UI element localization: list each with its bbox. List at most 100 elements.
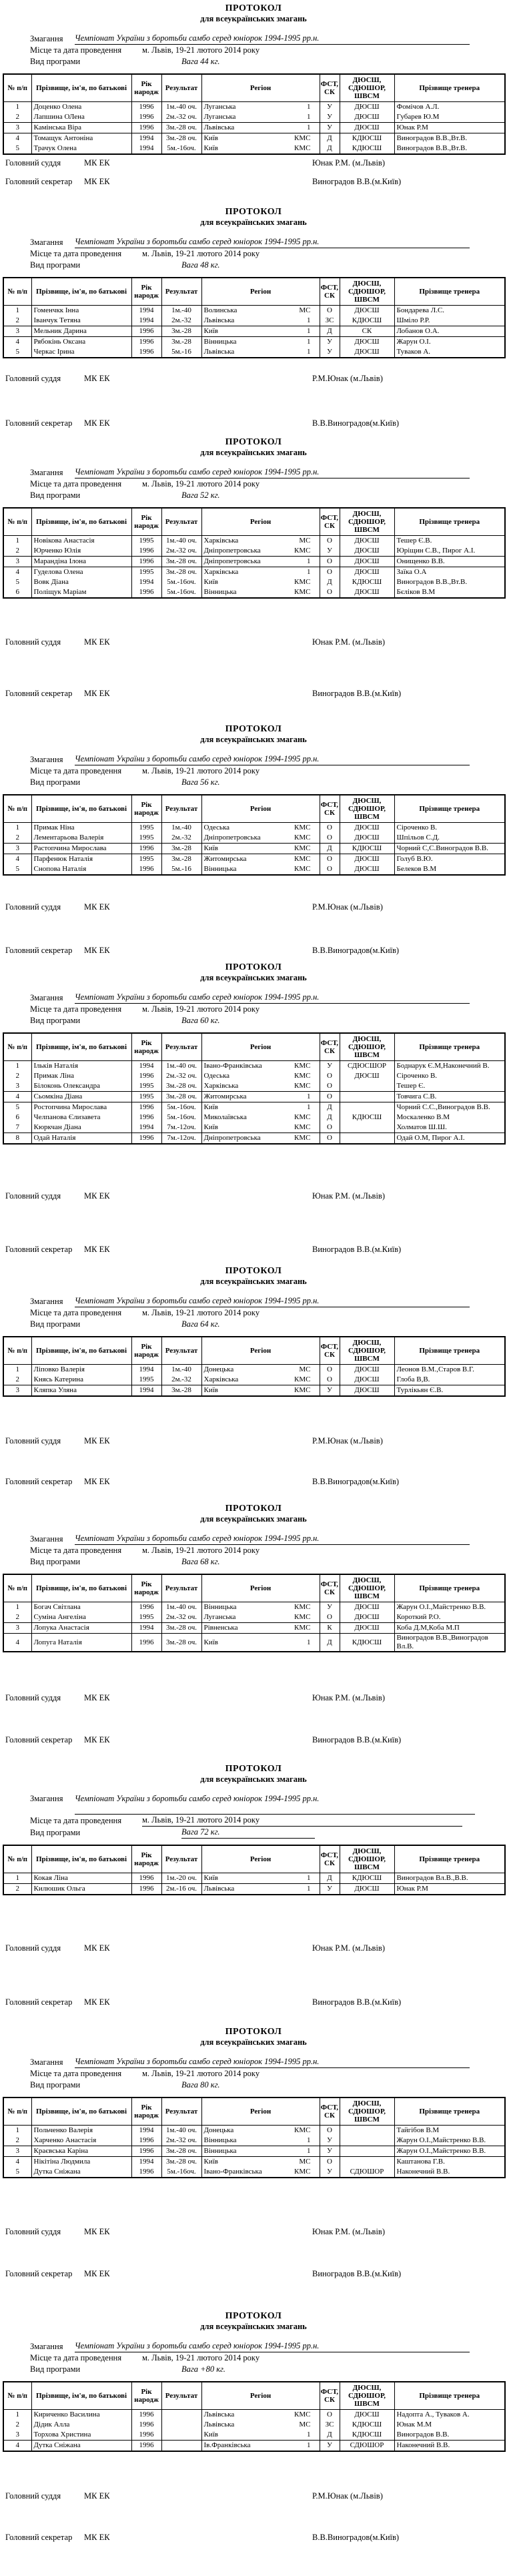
school-cell: ДЮСШ bbox=[339, 546, 395, 557]
birth-year-cell: 1996 bbox=[131, 1133, 162, 1144]
rank-value: 1 bbox=[307, 338, 311, 346]
col-birth-year: Рік народж bbox=[131, 1032, 162, 1061]
region-name: Одеська bbox=[203, 824, 230, 832]
region-name: Харківська bbox=[203, 537, 239, 545]
fst-cell: О bbox=[319, 1364, 340, 1375]
region-cell: Харківська КМС bbox=[201, 1375, 320, 1385]
commission-label: МК ЕК bbox=[84, 2269, 110, 2278]
birth-year-cell: 1994 bbox=[131, 2156, 162, 2167]
col-athlete-name: Прізвище, ім'я, по батькові bbox=[31, 507, 132, 536]
commission-label: МК ЕК bbox=[84, 2491, 110, 2501]
rank-value: 1 bbox=[307, 2441, 311, 2449]
table-row: 6 Поліщук Маріам 1996 5м.-16оч. Вінницьк… bbox=[3, 587, 506, 598]
protocol-section: ПРОТОКОЛ для всеукраїнських змагань Змаг… bbox=[0, 2311, 507, 2542]
col-region: Регіон bbox=[201, 794, 320, 823]
table-row: 1 Примак Ніна 1995 1м.-40 Одеська КМС О … bbox=[3, 822, 506, 833]
commission-label: МК ЕК bbox=[84, 2533, 110, 2542]
competition-value: Чемпіонат України з боротьби самбо серед… bbox=[75, 237, 320, 246]
col-trainer: Прізвище тренера bbox=[394, 2381, 506, 2410]
col-fst-sk: ФСТ, СК bbox=[319, 277, 340, 306]
region-cell: Київ КМС bbox=[201, 843, 320, 854]
rank-value: КМС bbox=[294, 1613, 311, 1621]
commission-label: МК ЕК bbox=[84, 177, 110, 186]
birth-year-cell: 1996 bbox=[131, 112, 162, 123]
trainer-cell: Товчига С.В. bbox=[394, 1091, 506, 1102]
table-row: 4 Парфенюк Наталія 1995 3м.-28 Житомирсь… bbox=[3, 854, 506, 864]
results-table: № п/п Прізвище, ім'я, по батькові Рік на… bbox=[3, 277, 506, 358]
region-cell: Миколаївська КМС bbox=[201, 1112, 320, 1122]
region-wrap: Вінницька 1 bbox=[204, 338, 318, 346]
program-label: Вид програми bbox=[30, 777, 81, 787]
school-cell: ДЮСШ bbox=[339, 1622, 395, 1634]
table-row: 3 Растопчина Мирослава 1996 3м.-28 Київ … bbox=[3, 843, 506, 854]
place-date-line: Місце та дата проведення м. Львів, 19-21 … bbox=[30, 1307, 507, 1319]
table-row: 3 Марандіна Ілона 1996 3м.-28 оч. Дніпро… bbox=[3, 556, 506, 567]
rank-value: МС bbox=[299, 537, 311, 545]
program-label: Вид програми bbox=[30, 1319, 81, 1329]
col-number: № п/п bbox=[3, 794, 32, 823]
col-trainer: Прізвище тренера bbox=[394, 794, 506, 823]
row-number-cell: 2 bbox=[3, 1375, 32, 1385]
birth-year-cell: 1996 bbox=[131, 864, 162, 875]
chief-judge-name: Р.М.Юнак (м.Львів) bbox=[312, 902, 383, 912]
athlete-name-cell: Черкас Ірина bbox=[31, 347, 132, 358]
fst-cell: Д bbox=[319, 1112, 340, 1122]
school-cell: ДЮСШ bbox=[339, 305, 395, 316]
result-cell bbox=[161, 2440, 202, 2451]
rank-value: КМС bbox=[294, 1386, 311, 1394]
region-name: Вінницька bbox=[203, 588, 237, 596]
trainer-cell: Чорний С.С.,Виноградов В.В. bbox=[394, 1102, 506, 1112]
weight-value: Вага 52 кг. bbox=[181, 491, 220, 500]
birth-year-cell: 1994 bbox=[131, 1364, 162, 1375]
weight-value: Вага 64 кг. bbox=[181, 1319, 220, 1329]
table-row: 4 Лопуга Наталія 1996 3м.-28 оч. Київ 1 … bbox=[3, 1633, 506, 1652]
col-result: Результат bbox=[161, 2097, 202, 2126]
region-cell: Київ 1 bbox=[201, 2430, 320, 2441]
trainer-cell: Сіроченко В. bbox=[394, 822, 506, 833]
row-number-cell: 2 bbox=[3, 546, 32, 557]
result-cell: 5м.-16оч. bbox=[161, 577, 202, 587]
athlete-name-cell: Кюркчан Діана bbox=[31, 1122, 132, 1133]
table-row: 8 Одай Наталія 1996 7м.-12оч. Дніпропетр… bbox=[3, 1133, 506, 1144]
protocol-subtitle: для всеукраїнських змагань bbox=[200, 2037, 307, 2047]
trainer-cell: Тайгібов В.М bbox=[394, 2125, 506, 2136]
region-name: Ів.Франківська bbox=[203, 2441, 251, 2449]
school-cell: КДЮСШ bbox=[339, 1112, 395, 1122]
trainer-cell: Наконечний В.В. bbox=[394, 2167, 506, 2178]
table-header-row: № п/п Прізвище, ім'я, по батькові Рік на… bbox=[3, 2381, 506, 2410]
col-number: № п/п bbox=[3, 1336, 32, 1365]
fst-cell: О bbox=[319, 2156, 340, 2167]
protocol-info: Змагання Чемпіонат України з боротьби сам… bbox=[30, 753, 507, 788]
rank-value: КМС bbox=[294, 134, 311, 142]
result-cell: 1м.-40 оч. bbox=[161, 1060, 202, 1071]
rank-value: КМС bbox=[294, 588, 311, 596]
rank-value: КМС bbox=[294, 1123, 311, 1131]
region-cell: Харківська МС bbox=[201, 535, 320, 546]
col-school: ДЮСШ, СДЮШОР, ШВСМ bbox=[339, 1336, 395, 1365]
result-cell: 5м.-16 bbox=[161, 347, 202, 358]
row-number-cell: 2 bbox=[3, 112, 32, 123]
protocol-title: ПРОТОКОЛ bbox=[225, 1504, 282, 1514]
chief-secretary-label: Головний секретар bbox=[5, 1735, 73, 1744]
row-number-cell: 3 bbox=[3, 1385, 32, 1396]
birth-year-cell: 1994 bbox=[131, 143, 162, 154]
athlete-name-cell: Кириченко Василина bbox=[31, 2409, 132, 2420]
region-wrap: Одеська КМС bbox=[204, 1072, 318, 1080]
col-region: Регіон bbox=[201, 1574, 320, 1602]
fst-cell: У bbox=[319, 2136, 340, 2146]
region-wrap: Київ КМС bbox=[204, 144, 318, 153]
row-number-cell: 1 bbox=[3, 1602, 32, 1612]
rank-value: 1 bbox=[307, 2431, 311, 2439]
trainer-cell: Холматов Ш.Ш. bbox=[394, 1122, 506, 1133]
region-name: Рівненська bbox=[203, 1624, 238, 1632]
competition-underline: Чемпіонат України з боротьби самбо серед… bbox=[75, 2056, 470, 2068]
place-date-value: м. Львів, 19-21 лютого 2014 року bbox=[142, 479, 260, 489]
chief-judge-label: Головний суддя bbox=[5, 1436, 61, 1445]
table-row: 5 Вовк Діана 1994 5м.-16оч. Київ КМС Д К… bbox=[3, 577, 506, 587]
region-cell: Дніпропетровська КМС bbox=[201, 1133, 320, 1144]
row-number-cell: 1 bbox=[3, 1364, 32, 1375]
fst-cell: Д bbox=[319, 326, 340, 337]
athlete-name-cell: Сьомкіна Діана bbox=[31, 1091, 132, 1102]
row-number-cell: 1 bbox=[3, 305, 32, 316]
col-number: № п/п bbox=[3, 1574, 32, 1602]
